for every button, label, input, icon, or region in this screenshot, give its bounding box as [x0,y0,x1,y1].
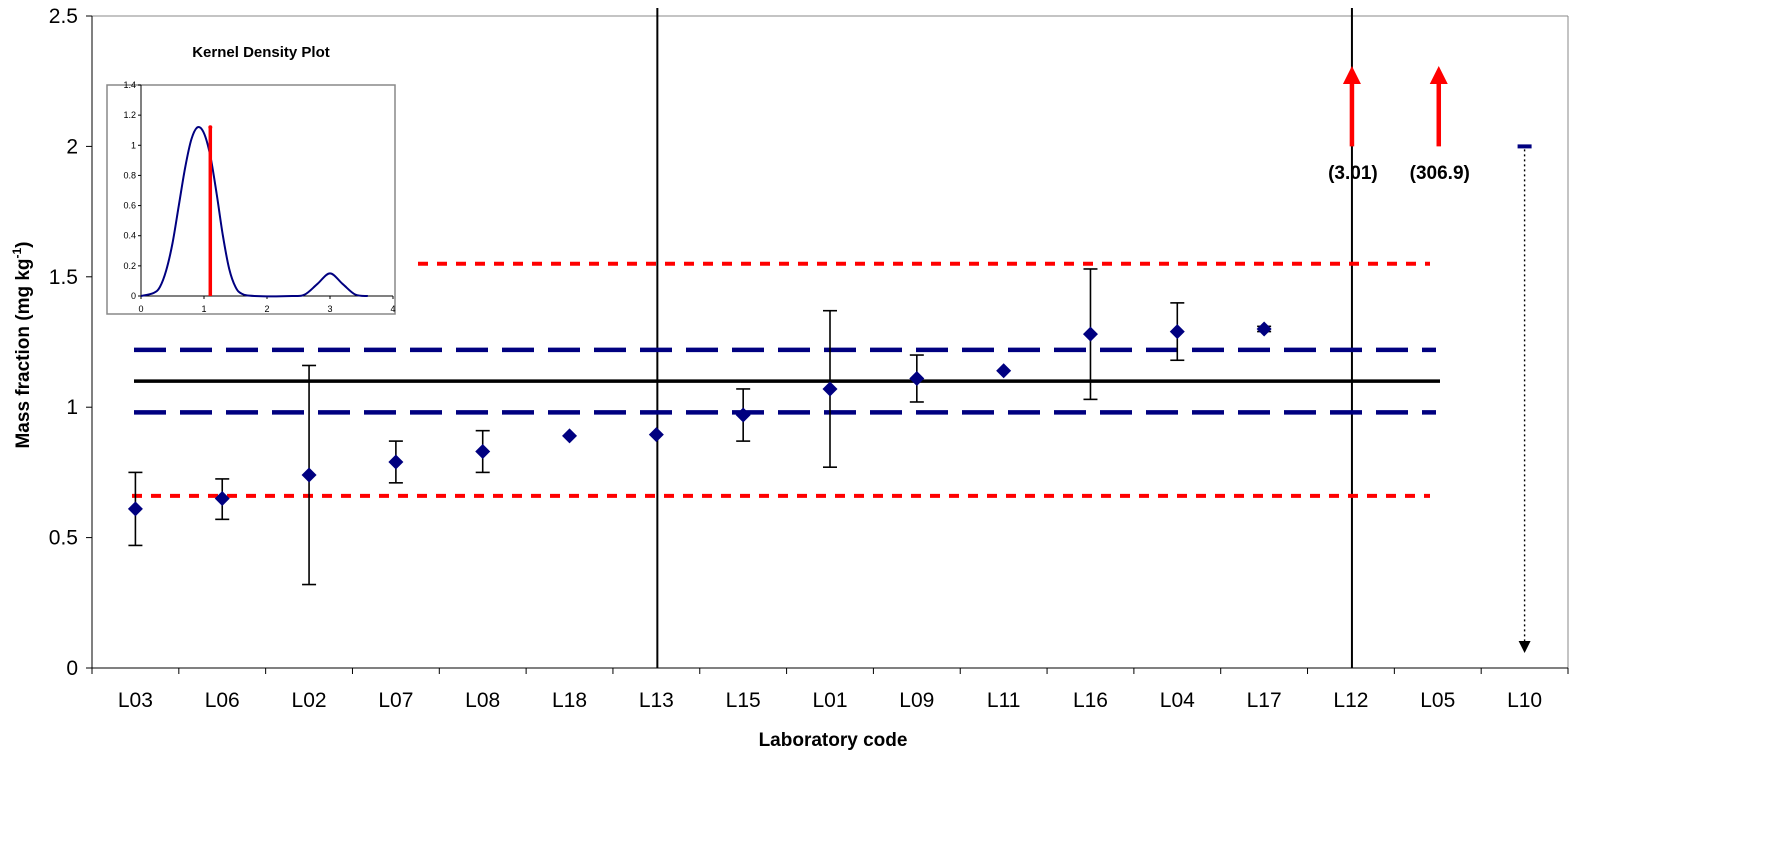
x-tick-label: L05 [1420,689,1455,712]
inset-x-tick-label: 1 [201,304,206,314]
inset-x-tick-label: 3 [327,304,332,314]
x-tick-label: L10 [1507,689,1542,712]
inset-y-tick-label: 1 [131,140,136,150]
y-tick-label: 2.5 [49,5,78,28]
xref-marker [208,125,213,130]
density-curve [140,125,368,298]
y-tick-label: 1.5 [49,266,78,289]
data-point [214,490,230,506]
inset-y-tick-label: 1.2 [123,110,136,120]
inset-y-tick-label: 0.4 [123,231,136,241]
y-tick-label: 1 [66,396,78,419]
inset-y-tick-label: 1.4 [123,80,136,90]
data-point [1082,326,1098,342]
data-point [996,363,1012,379]
x-tick-label: L03 [118,689,153,712]
x-tick-label: L01 [812,689,847,712]
x-tick-label: L13 [639,689,674,712]
data-point [648,427,664,443]
y-axis-title-end: ) [13,241,34,247]
inset-y-tick-label: 0.2 [123,261,136,271]
data-point [388,454,404,470]
data-point [1169,324,1185,340]
below-scale-arrow-head [1518,641,1531,653]
offscale-value-label: (3.01) [1328,163,1378,184]
offscale-value-label: (306.9) [1410,163,1470,184]
inset-y-tick-label: 0.6 [123,201,136,211]
plot-area: 0 0.5 1 1.5 2 2.5 L03 L06 L02 L07 L08 L18 L13 L15 L01 L… [49,5,1569,712]
inset-x-tick-label: 2 [264,304,269,314]
x-tick-label: L08 [465,689,500,712]
data-point [735,407,751,423]
data-point [1256,321,1272,337]
offscale-arrow-head [1342,66,1361,84]
x-tick-label: L07 [378,689,413,712]
x-tick-label: L16 [1073,689,1108,712]
x-tick-label: L04 [1160,689,1195,712]
y-tick-label: 0.5 [49,527,78,550]
x-tick-label: L09 [899,689,934,712]
inset-frame [106,84,396,315]
data-point [301,467,317,483]
y-tick-label: 2 [66,135,78,158]
data-point [909,371,925,387]
x-tick-label: L06 [205,689,240,712]
inset-x-tick-label: 4 [390,304,395,314]
y-axis-title-main: Mass fraction (mg kg [13,258,34,448]
y-axis-title: Mass fraction (mg kg-1) [10,241,34,448]
kernel-density-inset: Kernel Density Plot Xref 00.20.40.60.811… [106,44,396,315]
x-tick-label: L11 [987,689,1020,712]
data-point [127,501,143,517]
offscale-arrow-head [1429,66,1448,84]
x-tick-label: L12 [1333,689,1368,712]
x-axis-title: Laboratory code [759,730,908,751]
x-tick-label: L18 [552,689,587,712]
data-point [562,428,578,444]
x-tick-label: L17 [1247,689,1282,712]
inset-y-tick-label: 0.8 [123,170,136,180]
x-tick-label: L02 [292,689,327,712]
y-axis-title-sup: -1 [10,247,24,258]
inset-y-tick-label: 0 [131,291,136,301]
inset-x-tick-label: 0 [138,304,143,314]
data-point [475,444,491,460]
x-tick-label: L15 [726,689,761,712]
data-point [822,381,838,397]
y-tick-label: 0 [66,657,78,680]
inset-title: Kernel Density Plot [192,44,330,61]
